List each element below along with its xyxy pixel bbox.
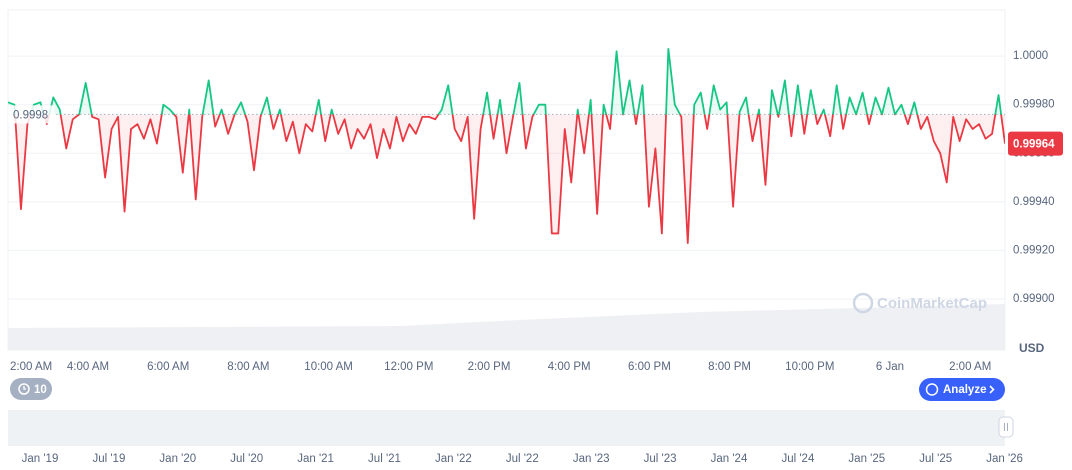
navigator-label: Jul '25 (919, 453, 952, 465)
navigator-label: Jan '20 (159, 453, 196, 465)
watermark: CoinMarketCap (852, 292, 987, 314)
baseline-label: 0.9998 (13, 109, 48, 121)
x-tick-label: 12:00 PM (384, 361, 433, 373)
current-price-label: 0.99964 (1013, 139, 1055, 151)
x-tick-label: 6 Jan (876, 361, 904, 373)
overlay: 0.9998 0.99964 (8, 105, 1063, 156)
x-tick-label: 6:00 AM (147, 361, 189, 373)
history-button[interactable]: 10 (10, 378, 52, 400)
navigator-handle[interactable] (998, 416, 1014, 438)
x-tick-label: 10:00 PM (785, 361, 834, 373)
navigator-label: Jul '22 (506, 453, 539, 465)
x-axis: 2:00 AM 4:00 AM 6:00 AM 8:00 AM 10:00 AM 12:0… (10, 361, 991, 373)
analyze-button[interactable]: Analyze (919, 378, 1005, 401)
volume-area (8, 304, 1005, 350)
series (8, 47, 1005, 245)
navigator-label: Jan '22 (435, 453, 472, 465)
x-tick-label: 8:00 AM (227, 361, 269, 373)
navigator-label: Jan '24 (711, 453, 748, 465)
x-tick-label: 2:00 AM (10, 361, 52, 373)
x-tick-label: 2:00 AM (949, 361, 991, 373)
navigator-label: Jul '23 (644, 453, 677, 465)
navigator-labels: Jan '19 Jul '19 Jan '20 Jul '20 Jan '21 Jul '… (22, 453, 1023, 465)
analyze-text: Analyze (943, 384, 986, 396)
x-tick-label: 10:00 AM (304, 361, 353, 373)
navigator-label: Jul '24 (781, 453, 814, 465)
navigator-label: Jan '19 (22, 453, 59, 465)
navigator[interactable] (8, 410, 1005, 446)
price-line (8, 47, 1005, 245)
y-tick-label: 0.99900 (1013, 293, 1055, 305)
history-text: 10 (34, 384, 47, 396)
watermark-text: CoinMarketCap (877, 295, 987, 312)
x-tick-label: 6:00 PM (628, 361, 671, 373)
baseline-label-bg (8, 105, 54, 124)
y-tick-label: 1.0000 (1013, 50, 1048, 62)
current-price-tag (1008, 131, 1063, 156)
navigator-label: Jul '21 (368, 453, 401, 465)
y-tick-label: 0.99920 (1013, 244, 1055, 256)
x-tick-label: 4:00 AM (67, 361, 109, 373)
navigator-label: Jan '23 (573, 453, 610, 465)
y-tick-label: 0.99980 (1013, 99, 1055, 111)
navigator-label: Jan '25 (848, 453, 885, 465)
navigator-label: Jan '21 (297, 453, 334, 465)
x-tick-label: 2:00 PM (468, 361, 511, 373)
navigator-label: Jan '26 (986, 453, 1023, 465)
currency-label: USD (1019, 341, 1045, 355)
x-tick-label: 4:00 PM (548, 361, 591, 373)
x-tick-label: 8:00 PM (708, 361, 751, 373)
y-tick-label: 0.99940 (1013, 196, 1055, 208)
navigator-label: Jul '19 (92, 453, 125, 465)
navigator-label: Jul '20 (230, 453, 263, 465)
